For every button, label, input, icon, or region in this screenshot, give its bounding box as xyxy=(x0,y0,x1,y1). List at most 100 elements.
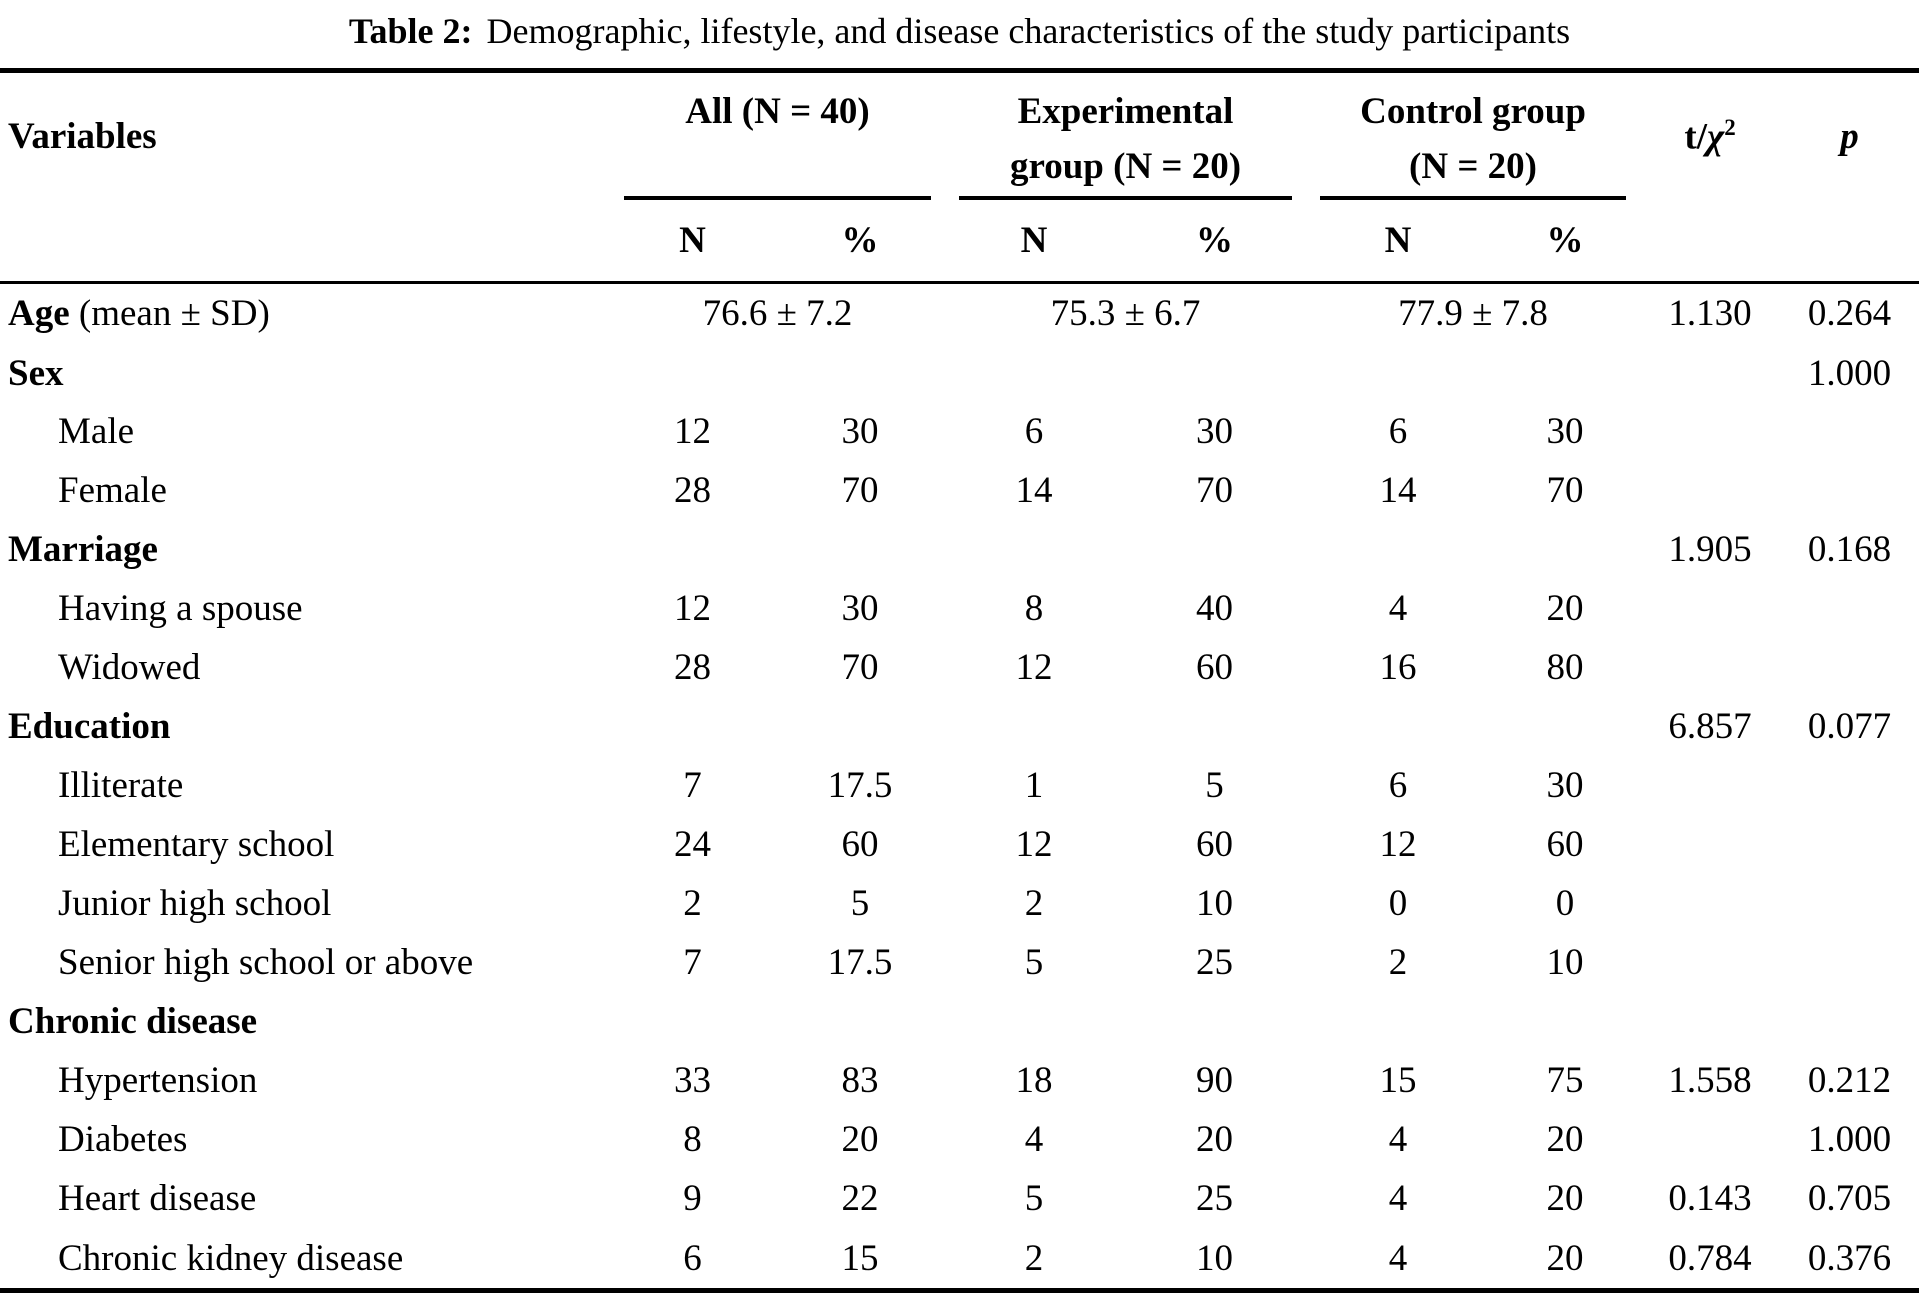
cell-empty xyxy=(945,992,1123,1051)
cell-variable-label: Sex xyxy=(8,352,64,394)
cell-value: 12 xyxy=(1015,647,1053,689)
cell-value: 5 xyxy=(1205,765,1224,807)
table-caption-label: Table 2: xyxy=(348,11,473,51)
cell-value: 70 xyxy=(1546,470,1584,512)
cell-value: 9 xyxy=(683,1178,702,1220)
cell-empty xyxy=(1123,697,1306,756)
subheader-exp-n: N xyxy=(945,200,1124,284)
cell-t-statistic: 1.558 xyxy=(1668,1060,1752,1102)
group-header-experimental-line1: Experimental xyxy=(1017,90,1234,132)
cell-p-value xyxy=(1780,874,1919,933)
cell-value: 60 xyxy=(841,824,879,866)
subheader-empty-variables xyxy=(0,200,610,284)
cell-t-statistic xyxy=(1640,344,1780,403)
table-row: Senior high school or above 7 17.5 5 25 2 10 xyxy=(0,933,1919,992)
p-header: p xyxy=(1780,71,1919,201)
cell-value: 15 xyxy=(1379,1060,1417,1102)
cell-variable-label: Diabetes xyxy=(58,1119,188,1161)
cell-p-value xyxy=(1780,992,1919,1051)
cell-value: 20 xyxy=(1546,588,1584,630)
cell-value: 20 xyxy=(1196,1119,1234,1161)
cell-p-value xyxy=(1780,815,1919,874)
group-header-control-line1: Control group xyxy=(1360,90,1586,132)
cell-p-value xyxy=(1780,756,1919,815)
cell-value: 75 xyxy=(1546,1060,1584,1102)
cell-p-value xyxy=(1780,402,1919,461)
cell-value: 8 xyxy=(1024,588,1044,630)
header-group-row: Variables All (N = 40) Experimental grou… xyxy=(0,71,1919,201)
cell-value: 30 xyxy=(841,411,879,453)
table-row: Chronic kidney disease 6 15 2 10 4 20 0.784 0.37… xyxy=(0,1228,1919,1290)
cell-value: 20 xyxy=(1546,1237,1584,1279)
cell-empty xyxy=(1490,520,1640,579)
group-header-all-label: All (N = 40) xyxy=(610,74,945,196)
cell-empty xyxy=(1306,992,1490,1051)
cell-value: 12 xyxy=(674,588,711,630)
cell-variable-label: Having a spouse xyxy=(58,588,303,630)
cell-variable-label: Illiterate xyxy=(58,765,184,807)
subheader-ctrl-n: N xyxy=(1306,200,1491,284)
cell-variable-label: Hypertension xyxy=(58,1060,258,1102)
table-row: Marriage 1.905 0.168 xyxy=(0,520,1919,579)
table-row: Diabetes 8 20 4 20 4 20 1.000 xyxy=(0,1110,1919,1169)
demographics-table: Variables All (N = 40) Experimental grou… xyxy=(0,68,1919,1293)
cell-value: 4 xyxy=(1388,1178,1408,1220)
cell-t-statistic: 0.784 xyxy=(1668,1237,1752,1279)
cell-value: 4 xyxy=(1024,1119,1044,1161)
table-caption: Table 2: Demographic, lifestyle, and dise… xyxy=(0,0,1919,68)
cell-p-value xyxy=(1780,933,1919,992)
cell-value: 10 xyxy=(1196,883,1234,925)
cell-value: 6 xyxy=(1388,765,1408,807)
cell-value: 0 xyxy=(1388,883,1408,925)
variable-label-bold: Age xyxy=(8,293,70,335)
cell-t-statistic: 6.857 xyxy=(1668,706,1752,748)
cell-value: 15 xyxy=(841,1237,879,1279)
cell-value: 2 xyxy=(1388,942,1408,984)
table-row: Heart disease 9 22 5 25 4 20 0.143 0.705 xyxy=(0,1169,1919,1228)
cell-empty xyxy=(1490,992,1640,1051)
cell-empty xyxy=(945,697,1123,756)
subheader-ctrl-pct: % xyxy=(1490,200,1641,284)
cell-value: 16 xyxy=(1379,647,1417,689)
cell-empty xyxy=(775,520,945,579)
cell-value: 14 xyxy=(1379,470,1417,512)
cell-mean-sd: 77.9 ± 7.8 xyxy=(1398,293,1548,335)
cell-p-value xyxy=(1780,638,1919,697)
cell-t-statistic xyxy=(1640,992,1780,1051)
cell-value: 30 xyxy=(1546,411,1584,453)
cell-empty xyxy=(1306,520,1490,579)
cell-empty xyxy=(1123,520,1306,579)
cell-value: 12 xyxy=(674,411,711,453)
table-row: Chronic disease xyxy=(0,992,1919,1051)
cell-t-statistic: 1.130 xyxy=(1668,293,1752,335)
cell-value: 20 xyxy=(1546,1178,1584,1220)
cell-value: 25 xyxy=(1196,942,1234,984)
cell-variable-label: Chronic disease xyxy=(8,1001,258,1043)
cell-p-value: 0.264 xyxy=(1807,293,1892,335)
cell-value: 60 xyxy=(1546,824,1584,866)
cell-value: 12 xyxy=(1015,824,1053,866)
cell-value: 5 xyxy=(1024,1178,1044,1220)
cell-variable-label: Widowed xyxy=(58,647,201,689)
cell-variable-label: Male xyxy=(58,411,135,453)
subheader-exp-pct: % xyxy=(1123,200,1307,284)
cell-value: 40 xyxy=(1196,588,1234,630)
cell-empty xyxy=(1306,344,1490,403)
stat-header: t/χ2 xyxy=(1640,71,1780,201)
cell-value: 2 xyxy=(1024,1237,1044,1279)
cell-t-statistic xyxy=(1640,1110,1780,1169)
cell-t-statistic xyxy=(1640,815,1780,874)
group-header-experimental-label: Experimental group (N = 20) xyxy=(945,74,1306,196)
cell-value: 60 xyxy=(1196,647,1234,689)
cell-empty xyxy=(610,520,775,579)
cell-value: 90 xyxy=(1196,1060,1234,1102)
cell-variable-label: Senior high school or above xyxy=(58,942,474,984)
table-row: Female 28 70 14 70 14 70 xyxy=(0,461,1919,520)
cell-empty xyxy=(945,520,1123,579)
table-row: Hypertension 33 83 18 90 15 75 1.558 0.212 xyxy=(0,1051,1919,1110)
table-row: Education 6.857 0.077 xyxy=(0,697,1919,756)
group-header-experimental-line2: group (N = 20) xyxy=(1009,145,1242,187)
stat-header-prefix: t/ xyxy=(1684,116,1707,158)
cell-value: 7 xyxy=(683,765,702,807)
cell-value: 2 xyxy=(683,883,702,925)
